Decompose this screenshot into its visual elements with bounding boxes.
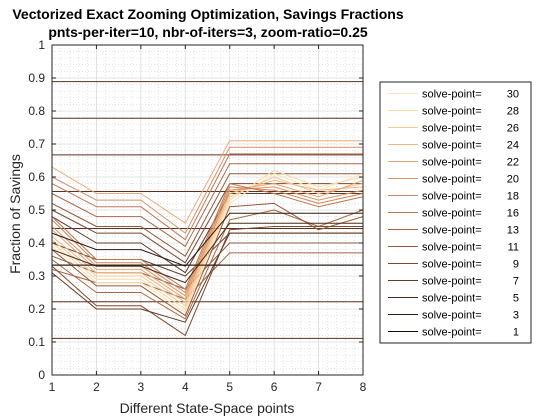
legend-entry: solve-point= 18	[388, 191, 519, 203]
y-tick-label: 0.7	[28, 137, 45, 151]
legend-entry: solve-point= 1	[388, 327, 519, 339]
series-line	[51, 212, 363, 267]
chart-title: Vectorized Exact Zooming Optimization, S…	[12, 6, 404, 22]
legend-label: solve-point=	[422, 191, 482, 203]
series-line	[51, 209, 364, 320]
y-tick-label: 1	[38, 38, 45, 52]
series-line	[51, 202, 364, 317]
series-line	[51, 232, 363, 323]
legend-value: 28	[507, 106, 519, 118]
legend-label: solve-point=	[422, 293, 482, 305]
envelope-line	[51, 193, 363, 274]
envelope-line	[51, 140, 363, 224]
legend-entry: solve-point= 13	[388, 225, 519, 237]
y-tick-label: 0.1	[28, 335, 45, 349]
legend-label: solve-point=	[422, 259, 482, 271]
series-lines	[51, 169, 364, 336]
legend-label: solve-point=	[422, 157, 482, 169]
legend-entry: solve-point= 9	[388, 259, 519, 271]
y-tick-label: 0.3	[28, 269, 45, 283]
x-axis-ticks: 1 2 3 4 5 6 7 8	[49, 45, 367, 394]
x-tick-label: 6	[271, 380, 278, 394]
legend-value: 18	[507, 191, 519, 203]
legend-value: 5	[513, 293, 519, 305]
x-tick-label: 3	[138, 380, 145, 394]
legend-value: 30	[507, 89, 519, 101]
chart-subtitle: pnts-per-iter=10, nbr-of-iters=3, zoom-r…	[48, 24, 368, 40]
y-tick-label: 0.6	[28, 170, 45, 184]
legend-value: 7	[513, 276, 519, 288]
series-line	[51, 183, 364, 290]
legend-value: 24	[507, 140, 519, 152]
legend-value: 9	[513, 259, 519, 271]
legend-value: 20	[507, 174, 519, 186]
y-axis-label: Fraction of Savings	[7, 154, 23, 274]
y-tick-label: 0.5	[28, 203, 45, 217]
x-tick-label: 1	[49, 380, 56, 394]
y-tick-label: 0.2	[28, 302, 45, 316]
y-tick-label: 0	[38, 368, 45, 382]
series-line	[51, 179, 364, 303]
series-line	[51, 173, 364, 313]
legend-label: solve-point=	[422, 242, 482, 254]
legend-entry: solve-point= 30	[388, 89, 519, 101]
envelope-line	[51, 183, 363, 264]
legend-entry: solve-point= 26	[388, 123, 519, 135]
y-axis-ticks: 0 0.1 0.2 0.3 0.4 0.5 0.6 0.7 0.8 0.9 1	[28, 38, 363, 382]
x-tick-label: 2	[93, 380, 100, 394]
y-tick-label: 0.9	[28, 71, 45, 85]
legend-label: solve-point=	[422, 327, 482, 339]
legend-label: solve-point=	[422, 310, 482, 322]
legend-entry: solve-point= 22	[388, 157, 519, 169]
legend-value: 11	[508, 242, 519, 254]
series-line	[51, 169, 364, 310]
legend-entry: solve-point= 3	[388, 310, 519, 322]
legend-value: 13	[507, 225, 519, 237]
legend-entry: solve-point= 24	[388, 140, 519, 152]
series-line	[51, 176, 364, 307]
legend-label: solve-point=	[422, 123, 482, 135]
x-tick-label: 8	[360, 380, 367, 394]
legend-value: 22	[507, 157, 519, 169]
envelope-line	[51, 153, 363, 241]
legend-label: solve-point=	[422, 225, 482, 237]
legend-entry: solve-point= 11	[388, 242, 519, 254]
x-tick-label: 7	[315, 380, 322, 394]
legend-label: solve-point=	[422, 106, 482, 118]
x-axis-label: Different State-Space points	[120, 400, 295, 416]
legend-value: 16	[507, 208, 519, 220]
legend-label: solve-point=	[422, 174, 482, 186]
envelope-line	[51, 163, 363, 247]
x-tick-label: 4	[182, 380, 189, 394]
legend-label: solve-point=	[422, 89, 482, 101]
series-line	[51, 179, 364, 300]
legend-label: solve-point=	[422, 276, 482, 288]
legend-label: solve-point=	[422, 140, 482, 152]
legend-value: 26	[507, 123, 519, 135]
series-line	[51, 226, 363, 336]
legend-entry: solve-point= 5	[388, 293, 519, 305]
legend-value: 3	[513, 310, 519, 322]
legend-entry: solve-point= 20	[388, 174, 519, 186]
legend-entry: solve-point= 16	[388, 208, 519, 220]
legend-entry: solve-point= 7	[388, 276, 519, 288]
envelope-line	[51, 173, 363, 257]
y-tick-label: 0.8	[28, 104, 45, 118]
y-tick-label: 0.4	[28, 236, 45, 250]
envelope-line	[51, 146, 363, 234]
x-tick-label: 5	[226, 380, 233, 394]
legend-entry: solve-point= 28	[388, 106, 519, 118]
series-line	[51, 222, 363, 284]
legend-label: solve-point=	[422, 208, 482, 220]
legend-value: 1	[513, 327, 519, 339]
